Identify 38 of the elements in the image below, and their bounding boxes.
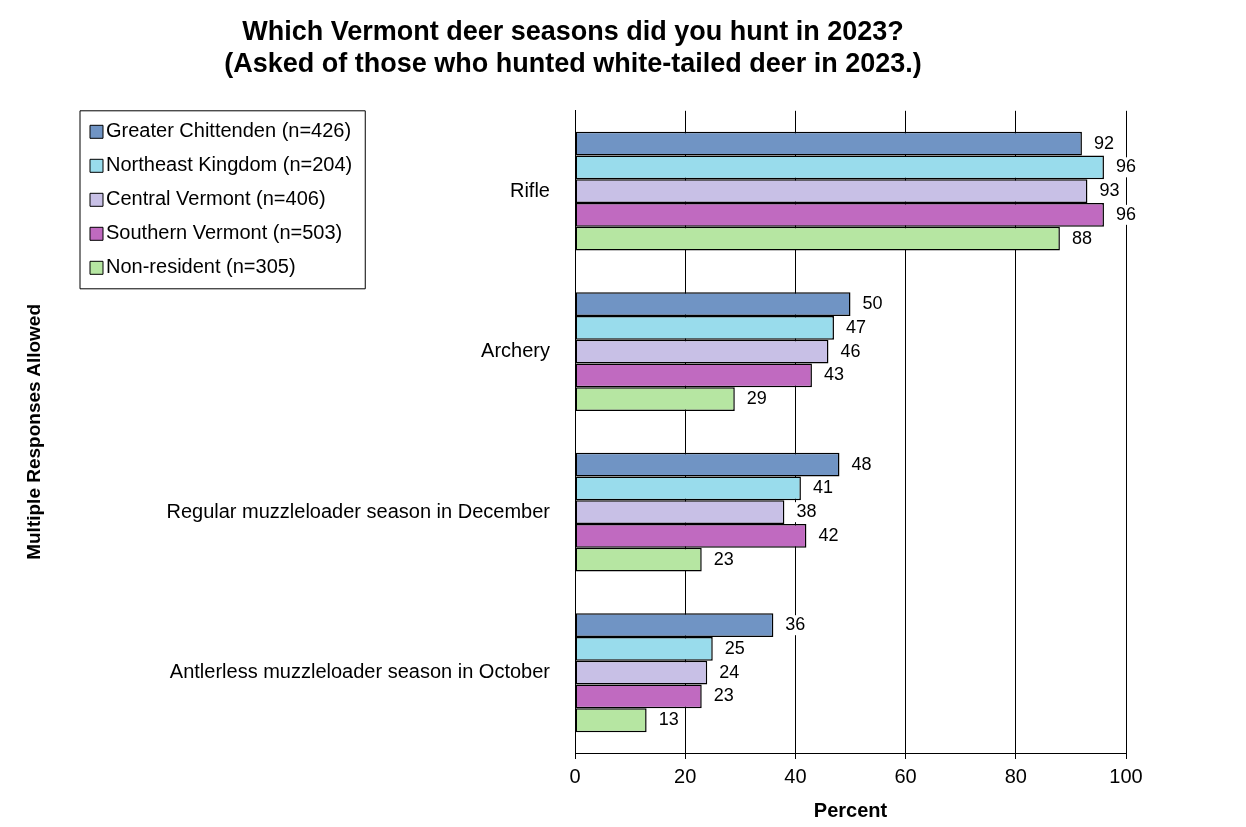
x-tick-label: 80 [1004,764,1027,787]
data-label: 88 [1071,227,1092,248]
data-label: 43 [823,364,844,385]
y-tick-label: Antlerless muzzleloader season in October [169,660,551,683]
x-tick-label: 100 [1109,764,1143,787]
data-label: 36 [785,614,806,635]
data-label: 23 [713,548,734,569]
data-label: 48 [851,453,872,474]
y-tick-label: Rifle [509,178,550,201]
data-label: 41 [812,477,833,498]
data-label: 47 [845,316,866,337]
data-label: 96 [1115,156,1136,177]
x-tick-label: 40 [784,764,807,787]
data-label: 93 [1099,180,1120,201]
data-label: 25 [724,637,745,658]
x-tick-label: 0 [569,764,581,787]
x-axis-title: Percent [813,798,888,821]
data-label: 24 [719,661,740,682]
data-label: 38 [796,501,817,522]
text: Multiple Responses Allowed [23,303,45,560]
legend-label: Greater Chittenden (n=426) [106,119,352,142]
y-tick-label: Regular muzzleloader season in December [166,499,551,522]
data-label: 13 [658,709,679,730]
data-label: 42 [818,524,839,545]
data-label: 23 [713,685,734,706]
y-tick-label: Archery [481,339,550,362]
legend-label: Central Vermont (n=406) [106,187,326,210]
data-label: 46 [840,340,861,361]
legend-label: Northeast Kingdom (n=204) [106,153,353,176]
data-label: 92 [1093,132,1114,153]
data-label: 50 [862,293,883,314]
data-label: 29 [746,388,767,409]
data-label: 96 [1115,203,1136,224]
x-tick-label: 20 [674,764,697,787]
legend-label: Non-resident (n=305) [106,255,296,278]
x-tick-label: 60 [894,764,917,787]
chart-title: Which Vermont deer seasons did you hunt in 2023? (Asked of those who hunted white-tailed deer in 2023.) [224,15,922,79]
legend-label: Southern Vermont (n=503) [106,221,343,244]
